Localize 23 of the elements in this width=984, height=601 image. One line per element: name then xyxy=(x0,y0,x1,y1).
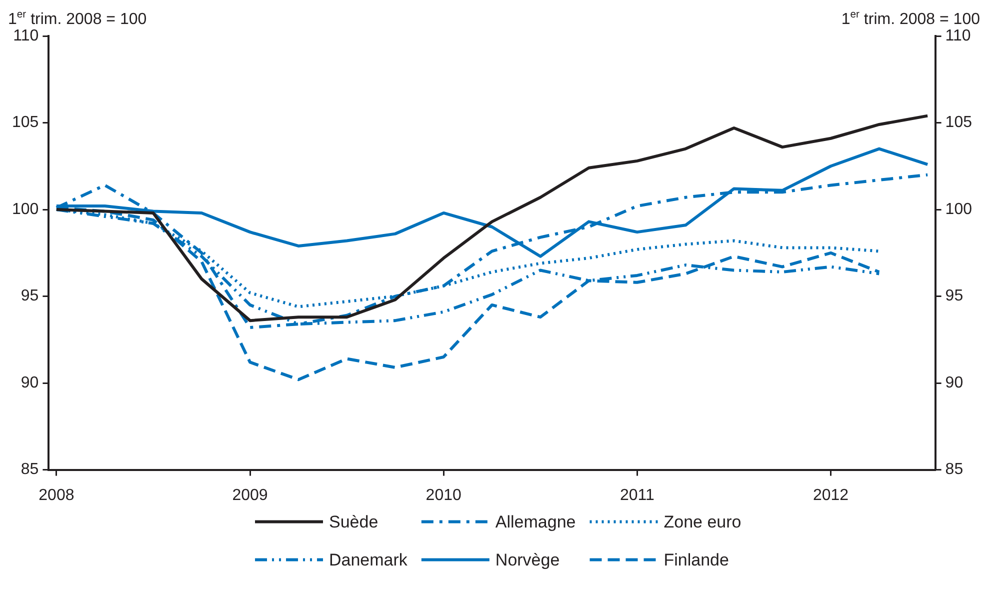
y2-tick-label: 110 xyxy=(945,27,971,44)
legend-label: Danemark xyxy=(329,550,408,570)
x-tick-label: 2010 xyxy=(426,486,462,504)
y-tick-label: 95 xyxy=(20,288,39,305)
legend-label: Zone euro xyxy=(664,512,742,532)
y-tick-label: 105 xyxy=(12,114,39,132)
y2-tick-label: 100 xyxy=(945,200,972,218)
y2-tick-label: 105 xyxy=(945,114,972,132)
y-tick-label: 100 xyxy=(12,200,39,218)
y-tick-label: 110 xyxy=(13,27,39,44)
legend-label: Allemagne xyxy=(495,512,576,532)
y-tick-label: 90 xyxy=(20,374,39,392)
x-tick-label: 2011 xyxy=(620,486,654,504)
y2-tick-label: 85 xyxy=(945,461,964,478)
y2-tick-label: 95 xyxy=(945,288,964,305)
legend-label: Norvège xyxy=(495,550,560,570)
y-tick-label: 85 xyxy=(20,461,39,478)
legend-label: Finlande xyxy=(664,550,729,570)
y2-tick-label: 90 xyxy=(945,374,964,392)
x-tick-label: 2012 xyxy=(812,486,849,504)
legend-label: Suède xyxy=(329,512,378,532)
x-tick-label: 2008 xyxy=(38,486,74,504)
x-tick-label: 2009 xyxy=(232,486,268,504)
